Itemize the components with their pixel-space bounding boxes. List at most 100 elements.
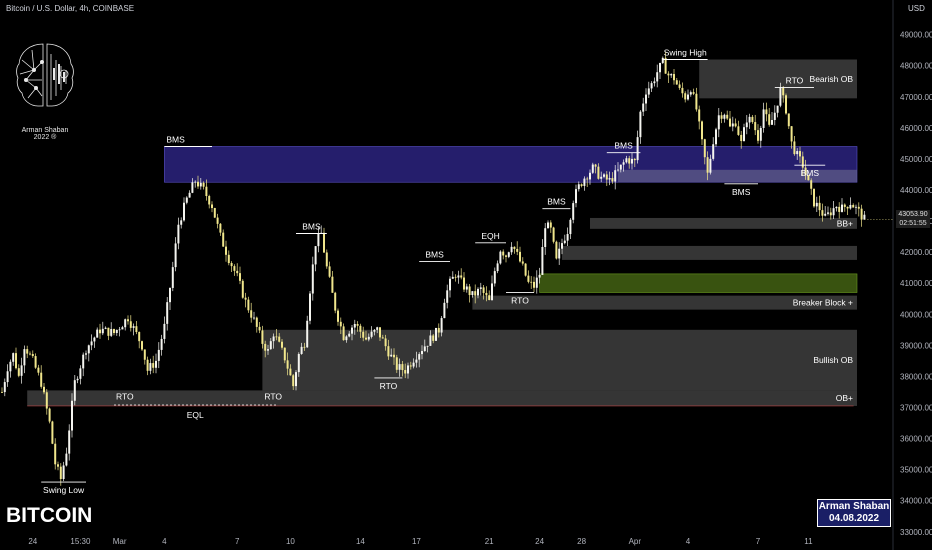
- candle-body: [188, 192, 191, 198]
- candle-body: [681, 87, 684, 94]
- candle-body: [793, 141, 796, 155]
- candle-body: [463, 277, 465, 290]
- candle-body: [628, 158, 631, 164]
- candle-body: [555, 241, 558, 259]
- candle-body: [734, 123, 737, 127]
- candle-body: [841, 204, 843, 212]
- candle-body: [577, 184, 580, 190]
- candle-body: [365, 337, 367, 340]
- candle-body: [401, 364, 404, 371]
- candle-body: [687, 94, 689, 100]
- candle-body: [34, 356, 37, 368]
- candle-body: [376, 327, 379, 330]
- author-logo: Arman Shaban 2022 ®: [12, 40, 78, 141]
- candle-body: [751, 116, 754, 123]
- candle-body: [740, 134, 743, 142]
- candle-body: [611, 178, 614, 182]
- candle-body: [541, 246, 544, 275]
- candle-body: [337, 310, 339, 322]
- annotation-bms: BMS: [166, 135, 185, 145]
- candle-body: [129, 321, 132, 328]
- candle-body: [345, 336, 348, 341]
- candle-body: [96, 329, 99, 338]
- candle-body: [619, 164, 622, 170]
- candle-body: [219, 223, 222, 233]
- candle-body: [292, 375, 295, 387]
- candle-body: [255, 317, 258, 327]
- annotation-bms: BMS: [732, 187, 751, 197]
- candle-body: [549, 222, 552, 228]
- candle-body: [653, 81, 656, 84]
- candle-body: [138, 332, 141, 342]
- signature-box: Arman Shaban 04.08.2022: [817, 499, 891, 527]
- zone-bullish-ob: [262, 329, 857, 391]
- candle-body: [418, 354, 421, 360]
- annotation-rto: RTO: [264, 392, 282, 402]
- candle-body: [85, 353, 87, 355]
- candle-body: [510, 246, 513, 253]
- candle-body: [695, 93, 698, 110]
- candle-body: [524, 263, 527, 276]
- candle-body: [409, 365, 412, 367]
- candle-body: [813, 188, 815, 207]
- candle-body: [261, 330, 264, 344]
- candle-body: [706, 157, 709, 173]
- candle-body: [829, 212, 832, 216]
- candle-body: [141, 341, 143, 350]
- candle-body: [519, 251, 521, 262]
- x-tick-label: 7: [235, 537, 240, 546]
- candle-body: [580, 184, 583, 186]
- candle-body: [491, 283, 493, 301]
- candle-body: [785, 95, 787, 114]
- candle-body: [48, 408, 51, 422]
- candle-body: [191, 182, 194, 193]
- candle-body: [407, 365, 409, 374]
- annotation-eqh: EQH: [481, 231, 499, 241]
- candle-body: [790, 126, 793, 142]
- candle-body: [810, 180, 813, 189]
- candle-body: [166, 302, 169, 324]
- candle-body: [65, 453, 68, 466]
- annotation-rto: RTO: [786, 75, 804, 85]
- candle-body: [807, 175, 810, 181]
- candle-body: [286, 360, 289, 369]
- candle-body: [230, 263, 233, 267]
- x-tick-label: 15:30: [70, 537, 91, 546]
- candle-body: [645, 94, 647, 104]
- logo-name: Arman Shaban: [21, 127, 69, 134]
- candle-body: [670, 74, 673, 76]
- candle-body: [62, 465, 65, 480]
- candle-body: [673, 74, 675, 81]
- candle-body: [762, 109, 765, 128]
- candle-body: [104, 327, 107, 329]
- candle-body: [692, 92, 695, 94]
- annotation-eql: EQL: [187, 410, 204, 420]
- candle-body: [199, 182, 202, 187]
- x-tick-label: 24: [535, 537, 544, 546]
- candle-body: [353, 324, 356, 328]
- candle-body: [614, 170, 617, 182]
- candle-body: [20, 365, 23, 376]
- candle-body: [650, 83, 653, 89]
- annotation-rto: RTO: [380, 381, 398, 391]
- candle-body: [325, 252, 328, 267]
- candle-body: [832, 208, 835, 216]
- candle-body: [855, 206, 857, 208]
- y-tick-label: 44000.00: [900, 186, 932, 195]
- candle-body: [6, 371, 9, 383]
- candle-body: [281, 341, 283, 348]
- candle-body: [9, 361, 12, 372]
- currency-label: USD: [908, 4, 925, 13]
- candle-body: [90, 341, 93, 346]
- candle-body: [432, 335, 435, 341]
- candle-body: [194, 181, 197, 183]
- candle-body: [572, 203, 575, 220]
- candle-body: [667, 73, 670, 76]
- annotation-bms: BMS: [425, 249, 444, 259]
- candle-body: [535, 277, 538, 288]
- candle-body: [171, 267, 174, 288]
- candle-body: [317, 233, 320, 247]
- candle-body: [689, 92, 692, 95]
